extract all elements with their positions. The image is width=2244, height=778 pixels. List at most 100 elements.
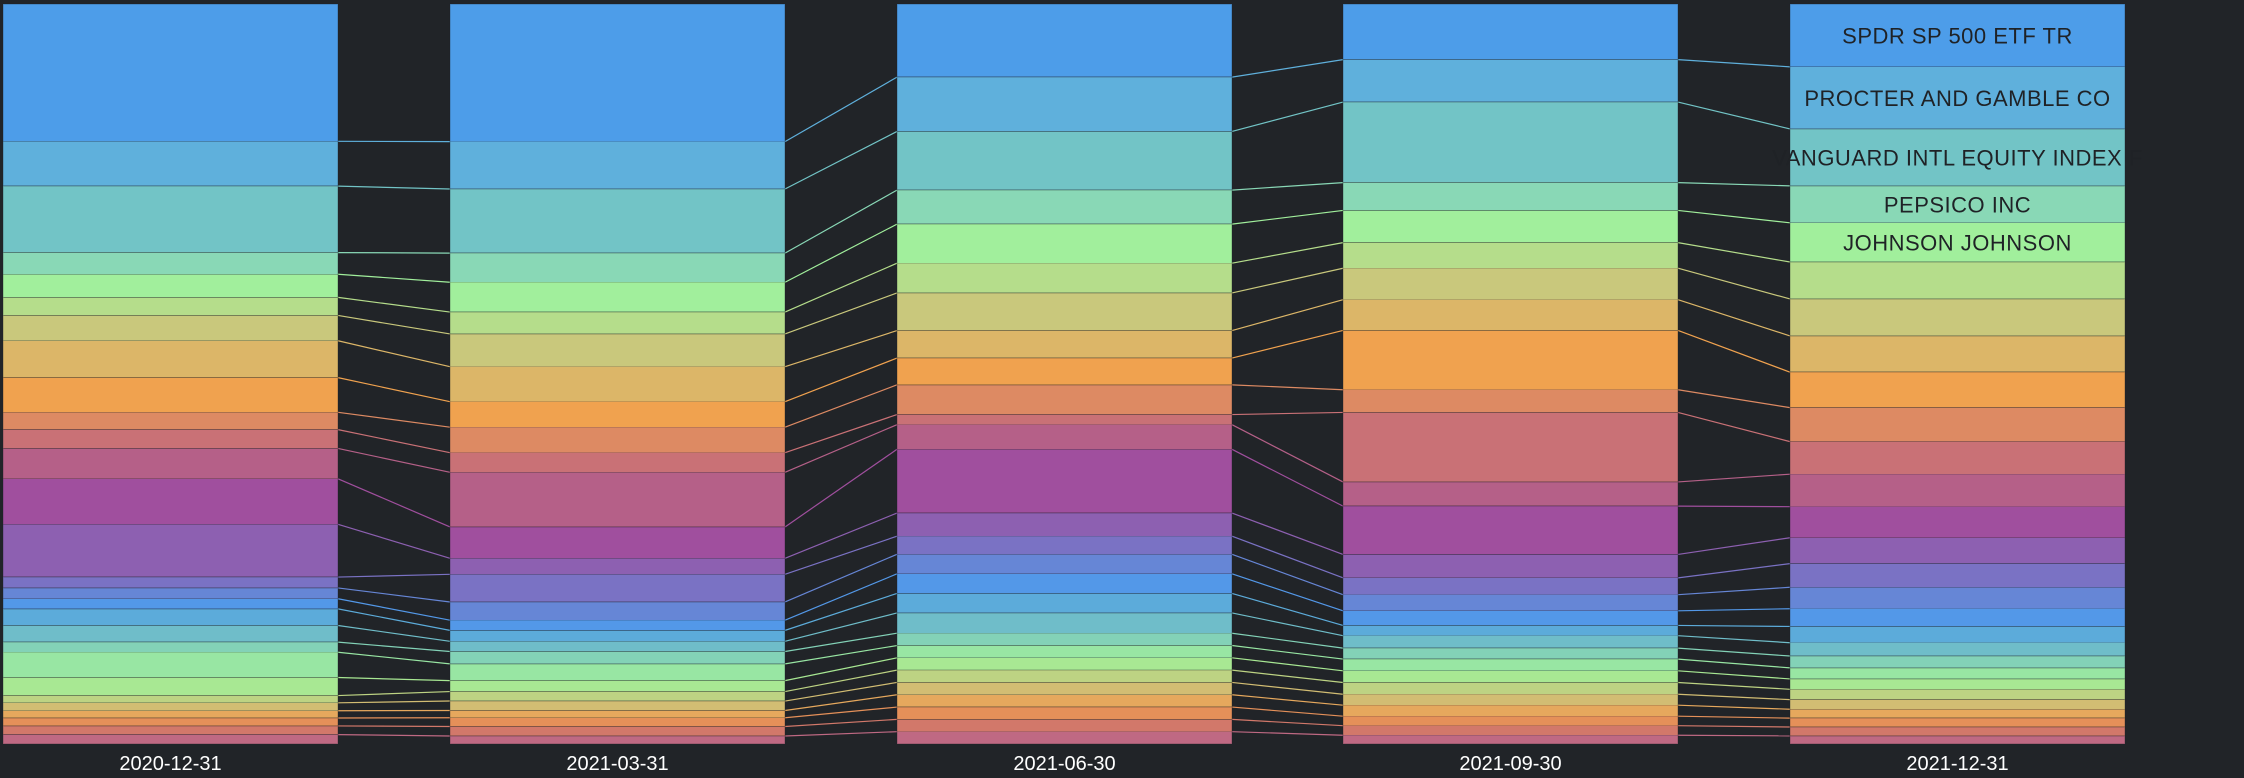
flow-link xyxy=(1678,609,1790,611)
bar-segment xyxy=(1343,506,1678,554)
flow-link xyxy=(1678,683,1790,690)
flow-link xyxy=(1678,716,1790,718)
bar-segment xyxy=(897,425,1232,450)
flow-link xyxy=(338,574,450,577)
flow-link xyxy=(785,593,897,630)
bar-segment xyxy=(450,558,785,574)
bar-segment xyxy=(1790,507,2125,538)
x-tick-label: 2021-06-30 xyxy=(1013,753,1115,775)
bar-segment xyxy=(450,574,785,602)
bar-segment xyxy=(1343,683,1678,695)
bar-segment xyxy=(3,577,338,588)
flow-link xyxy=(785,536,897,574)
bar-segment xyxy=(1790,727,2125,736)
bar-segment xyxy=(450,253,785,282)
flow-link xyxy=(1232,425,1343,482)
flow-link xyxy=(338,735,450,736)
flow-link xyxy=(785,331,897,367)
x-tick-label: 2021-12-31 xyxy=(1906,753,2008,775)
bar-segment xyxy=(450,692,785,701)
flow-link xyxy=(1232,210,1343,224)
bar-segment xyxy=(1343,268,1678,299)
flow-link xyxy=(1232,243,1343,264)
bar-segment xyxy=(3,678,338,696)
flow-link xyxy=(785,293,897,334)
flow-link xyxy=(1232,646,1343,660)
bar-segment xyxy=(1790,262,2125,299)
bar-segment xyxy=(1790,709,2125,718)
holding-label-spdr: SPDR SP 500 ETF TR xyxy=(1842,23,2073,48)
bar-segment xyxy=(3,448,338,478)
bars xyxy=(3,4,2125,744)
bar-segment xyxy=(897,593,1232,613)
flow-link xyxy=(1232,60,1343,77)
flow-link xyxy=(338,726,450,727)
flow-link xyxy=(1678,102,1790,129)
bar-segment xyxy=(897,331,1232,359)
bar-segment xyxy=(897,536,1232,554)
holding-label-procter: PROCTER AND GAMBLE CO xyxy=(1804,86,2110,111)
flow-link xyxy=(338,378,450,402)
bar-segment xyxy=(1790,668,2125,679)
flow-link xyxy=(1678,659,1790,668)
x-tick-label: 2020-12-31 xyxy=(119,753,221,775)
flow-link xyxy=(338,430,450,453)
bar-segment xyxy=(1343,482,1678,506)
flow-link xyxy=(338,479,450,527)
flow-link xyxy=(1232,513,1343,554)
bar-segment xyxy=(3,186,338,252)
bar-segment xyxy=(1343,611,1678,626)
flow-link xyxy=(1232,658,1343,671)
bar-segment xyxy=(3,588,338,599)
bar-segment xyxy=(450,664,785,681)
bar-segment xyxy=(3,430,338,449)
flow-link xyxy=(1678,300,1790,336)
holding-label-johnson: JOHNSON JOHNSON xyxy=(1843,230,2072,255)
bar-segment xyxy=(897,633,1232,645)
bar-segment xyxy=(450,527,785,558)
flow-link xyxy=(1678,671,1790,679)
bar-segment xyxy=(1343,716,1678,726)
bar-segment xyxy=(3,253,338,275)
flow-link xyxy=(338,448,450,472)
bar-segment xyxy=(1343,671,1678,683)
bar-segment xyxy=(1790,442,2125,475)
bar-segment xyxy=(450,282,785,312)
flow-link xyxy=(1232,300,1343,331)
flow-link xyxy=(1678,636,1790,643)
bar-segment xyxy=(450,189,785,253)
bar-segment xyxy=(897,658,1232,670)
bar-segment xyxy=(3,609,338,626)
flow-link xyxy=(1678,330,1790,372)
bar-segment xyxy=(3,297,338,315)
flow-link xyxy=(1232,183,1343,190)
bar-segment xyxy=(897,415,1232,425)
flow-link xyxy=(785,190,897,253)
flow-link xyxy=(1678,183,1790,186)
bar-segment xyxy=(897,719,1232,731)
flow-link xyxy=(338,274,450,282)
flow-link xyxy=(1232,385,1343,390)
bar-segment xyxy=(3,726,338,735)
bar-segment xyxy=(3,412,338,429)
bar-segment xyxy=(897,732,1232,744)
flow-link xyxy=(1678,705,1790,709)
bar-segment xyxy=(897,574,1232,594)
bar-segment xyxy=(450,701,785,710)
bar-segment xyxy=(897,613,1232,633)
flow-link xyxy=(338,701,450,703)
flow-link xyxy=(338,609,450,631)
bar-segment xyxy=(1343,694,1678,705)
flow-link xyxy=(1232,732,1343,736)
flow-link xyxy=(1678,268,1790,299)
flow-link xyxy=(1232,695,1343,705)
x-axis-labels: 2020-12-31 2021-03-31 2021-06-30 2021-09… xyxy=(119,753,2008,775)
bar-segment xyxy=(1790,626,2125,642)
flow-link xyxy=(1232,412,1343,414)
bar-segment xyxy=(1343,390,1678,413)
flow-link xyxy=(1678,474,1790,482)
bar-segment xyxy=(450,630,785,641)
bar-segment xyxy=(3,625,338,642)
flow-link xyxy=(338,588,450,602)
bar-segment xyxy=(1790,700,2125,710)
